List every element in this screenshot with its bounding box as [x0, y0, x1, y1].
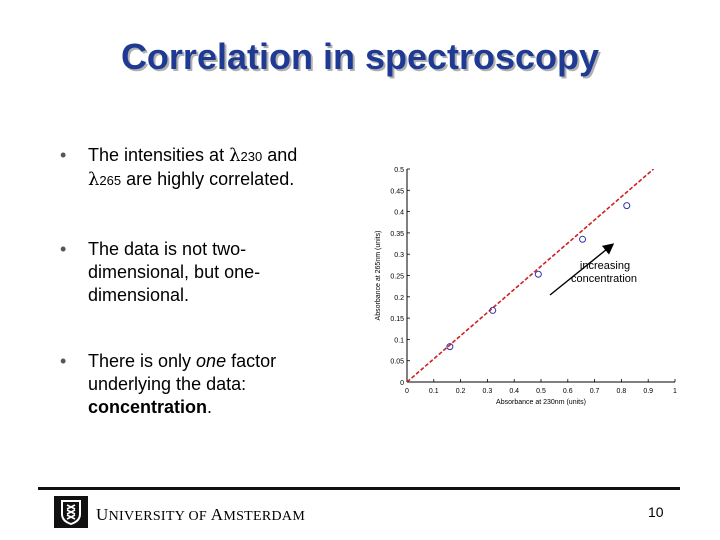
- y-tick-label: 0.5: [394, 167, 404, 174]
- footer-divider: [38, 487, 680, 490]
- y-axis-label: Absorbance at 265nm (units): [375, 231, 382, 321]
- fit-line: [407, 169, 655, 382]
- emphasis-one: one: [196, 351, 227, 371]
- data-point: [623, 202, 631, 210]
- y-tick-label: 0.45: [390, 188, 404, 195]
- x-tick-label: 0: [405, 388, 409, 395]
- x-tick-label: 0.1: [429, 388, 439, 395]
- bullet-text-part: The intensities at: [88, 145, 230, 165]
- x-tick-label: 0.7: [590, 388, 600, 395]
- university-logo: [54, 496, 88, 528]
- x-tick-label: 0.6: [563, 388, 573, 395]
- annotation-label: increasing: [580, 260, 630, 272]
- bullet-text-part: are highly correlated.: [121, 169, 295, 189]
- university-name-part: NIVERSITY OF: [108, 509, 211, 524]
- bullet-text-part: factor underlying the data:: [88, 351, 277, 394]
- wavelength-265: 265: [99, 173, 122, 188]
- y-tick-label: 0.35: [390, 231, 404, 238]
- y-tick-label: 0.05: [390, 359, 404, 366]
- bullet-dot: •: [60, 145, 67, 165]
- y-tick-label: 0.15: [390, 316, 404, 323]
- bullet-dimensionality: • The data is not two-dimensional, but o…: [60, 238, 300, 307]
- bullet-text: There is only one factor underlying the …: [88, 350, 320, 419]
- bullet-text-part: There is only: [88, 351, 197, 371]
- wavelength-230: 230: [240, 149, 263, 164]
- page-number: 10: [648, 504, 664, 520]
- university-name-initial: A: [210, 505, 224, 524]
- data-point: [489, 306, 497, 314]
- x-tick-label: 0.9: [643, 388, 653, 395]
- x-axis-label: Absorbance at 230nm (units): [496, 399, 586, 406]
- xxx-shield-icon: [61, 500, 81, 525]
- increasing-arrow: [549, 243, 615, 296]
- lambda-symbol: λ: [88, 169, 100, 190]
- lambda-symbol: λ: [229, 145, 241, 166]
- y-tick-label: 0.2: [394, 295, 404, 302]
- bullet-correlation: • The intensities at λ230 and λ265 are h…: [60, 144, 360, 192]
- y-tick-label: 0.3: [394, 252, 404, 259]
- bullet-dot: •: [60, 239, 67, 259]
- bullet-text: The data is not two-dimensional, but one…: [88, 239, 261, 305]
- x-tick-label: 1: [673, 388, 677, 395]
- x-tick-label: 0.2: [456, 388, 466, 395]
- x-tick-label: 0.3: [483, 388, 493, 395]
- data-point: [534, 270, 542, 278]
- bullet-text: The intensities at λ230 and λ265 are hig…: [88, 144, 360, 192]
- page-title: Correlation in spectroscopy: [120, 36, 600, 77]
- scatter-chart: 0 0.05 0.1 0.15 0.2 0.25 0.3 0.35 0.4 0.45 0.5 0 0.1…: [375, 167, 677, 406]
- data-point: [579, 235, 587, 243]
- y-tick-label: 0.25: [390, 274, 404, 281]
- y-tick-label: 0: [400, 380, 404, 387]
- bullet-text-part: and: [262, 145, 298, 165]
- y-tick-label: 0.4: [394, 210, 404, 217]
- bullet-dot: •: [60, 351, 67, 371]
- x-tick-label: 0.5: [536, 388, 546, 395]
- emphasis-concentration: concentration: [88, 397, 208, 417]
- x-tick-label: 0.8: [617, 388, 627, 395]
- annotation-label: concentration: [571, 273, 637, 285]
- bullet-text-part: .: [207, 397, 213, 417]
- university-name: UNIVERSITY OF AMSTERDAM: [96, 505, 305, 525]
- university-name-initial: U: [96, 505, 109, 524]
- data-point: [446, 343, 454, 351]
- y-tick-label: 0.1: [394, 337, 404, 344]
- bullet-one-factor: • There is only one factor underlying th…: [60, 350, 320, 419]
- x-tick-label: 0.4: [509, 388, 519, 395]
- university-name-part: MSTERDAM: [223, 509, 306, 524]
